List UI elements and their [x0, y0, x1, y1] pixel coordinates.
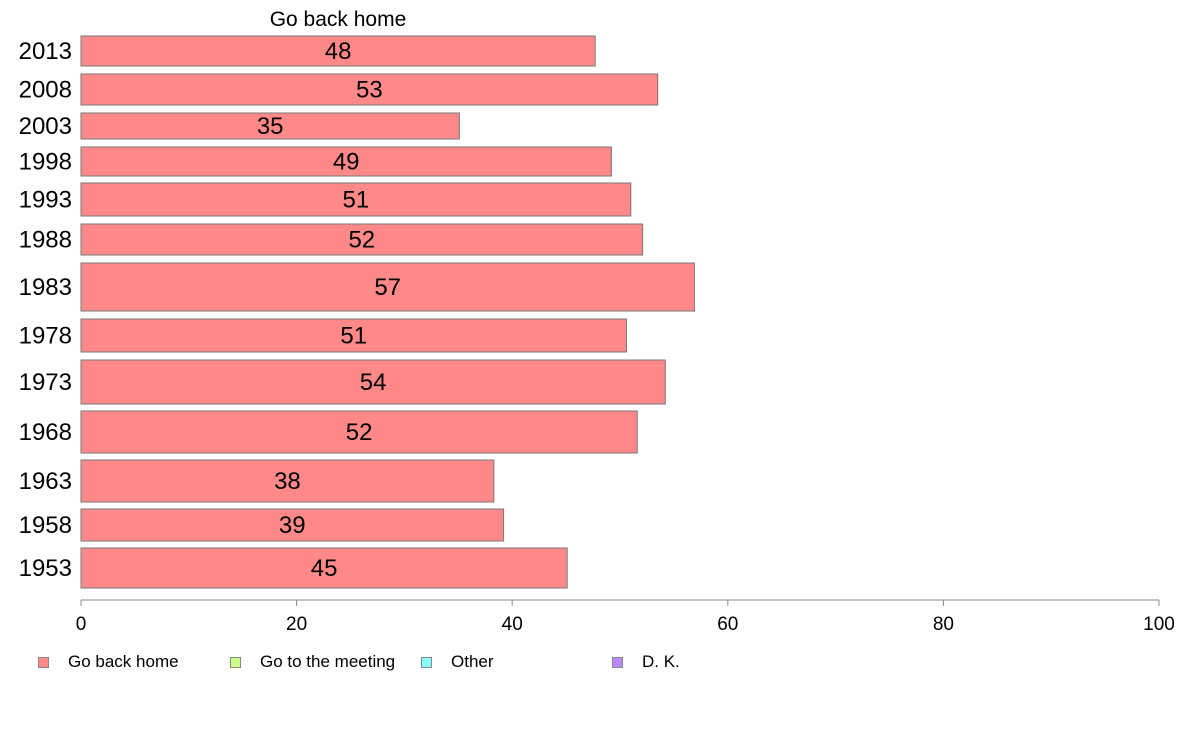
legend-item-go-to-the-meeting: Go to the meeting [230, 652, 395, 672]
bar-2003 [80, 112, 460, 140]
bars-group: 48 2013 53 2008 35 2003 49 1998 51 1993 52 1988 57 19… [19, 35, 695, 589]
bar-1993 [80, 182, 632, 217]
bar-1973 [80, 359, 666, 405]
category-label-1963: 1963 [19, 468, 72, 495]
bar-2013 [80, 35, 596, 67]
category-label-1973: 1973 [19, 369, 72, 396]
bar-1963 [80, 459, 495, 503]
legend-swatch-go-back-home [38, 656, 49, 668]
category-label-1983: 1983 [19, 274, 72, 301]
x-axis: 0 20 40 60 80 100 [76, 599, 1175, 635]
legend-swatch-go-to-the-meeting [230, 656, 241, 668]
legend-label-d-k: D. K. [642, 652, 680, 671]
category-label-2008: 2008 [19, 77, 72, 104]
bar-value-label-1968: 52 [346, 419, 373, 446]
category-label-2003: 2003 [19, 113, 72, 140]
legend-swatch-d-k [612, 656, 623, 668]
chart-title: Go back home [270, 8, 407, 31]
legend-item-d-k: D. K. [612, 652, 680, 672]
bar-value-label-1993: 51 [343, 187, 370, 214]
bar-value-label-1978: 51 [340, 323, 367, 350]
bar-1953 [80, 547, 568, 589]
bar-value-label-1998: 49 [333, 149, 360, 176]
bar-2008 [80, 73, 659, 106]
bar-1968 [80, 410, 638, 454]
bar-value-label-2008: 53 [356, 77, 383, 104]
x-tick-label-40: 40 [502, 614, 523, 635]
x-tick-label-100: 100 [1143, 614, 1175, 635]
bar-value-label-1983: 57 [374, 274, 401, 301]
x-tick-label-0: 0 [76, 614, 87, 635]
x-tick-label-20: 20 [286, 614, 307, 635]
bar-value-label-1953: 45 [311, 555, 338, 582]
legend-swatch-other [421, 656, 432, 668]
category-label-1978: 1978 [19, 323, 72, 350]
category-label-1988: 1988 [19, 227, 72, 254]
legend-label-go-back-home: Go back home [68, 652, 179, 671]
bar-value-label-1963: 38 [274, 468, 301, 495]
bar-value-label-1958: 39 [279, 512, 306, 539]
legend-item-other: Other [421, 652, 494, 672]
bar-value-label-1988: 52 [348, 227, 375, 254]
legend: Go back home Go to the meeting Other D. … [38, 652, 798, 674]
category-label-1993: 1993 [19, 187, 72, 214]
category-label-2013: 2013 [19, 38, 72, 65]
category-label-1958: 1958 [19, 512, 72, 539]
bar-1983 [80, 262, 695, 312]
bar-1988 [80, 223, 644, 256]
category-label-1998: 1998 [19, 149, 72, 176]
bar-value-label-2003: 35 [257, 113, 284, 140]
x-tick-label-60: 60 [717, 614, 738, 635]
bar-1958 [80, 508, 505, 542]
legend-item-go-back-home: Go back home [38, 652, 179, 672]
bar-value-label-2013: 48 [325, 38, 352, 65]
bar-value-label-1973: 54 [360, 369, 387, 396]
legend-label-go-to-the-meeting: Go to the meeting [260, 652, 396, 671]
category-label-1953: 1953 [19, 555, 72, 582]
bar-1978 [80, 318, 627, 353]
x-tick-label-80: 80 [933, 614, 954, 635]
bar-1998 [80, 146, 612, 177]
legend-label-other: Other [451, 652, 494, 671]
category-label-1968: 1968 [19, 419, 72, 446]
